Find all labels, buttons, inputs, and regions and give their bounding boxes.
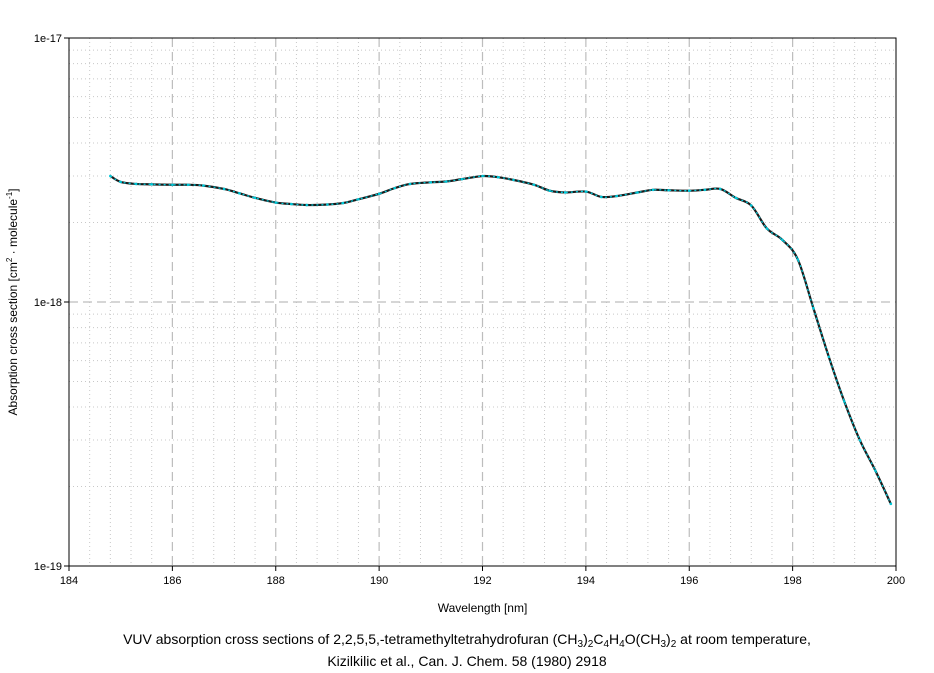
- data-point: [496, 175, 500, 179]
- data-point: [460, 177, 464, 181]
- y-tick-label: 1e-17: [34, 33, 62, 45]
- data-point: [548, 189, 551, 192]
- data-point: [765, 227, 769, 230]
- data-point: [780, 238, 784, 242]
- data-point: [827, 355, 831, 359]
- data-point: [186, 183, 190, 187]
- data-point: [718, 187, 722, 191]
- data-point: [357, 197, 360, 201]
- data-point: [532, 183, 536, 187]
- data-point: [202, 184, 205, 187]
- data-point: [667, 188, 670, 192]
- data-point: [512, 178, 515, 182]
- data-point: [238, 192, 241, 195]
- data-point: [119, 180, 122, 184]
- data-point: [749, 204, 753, 207]
- chart: 184 186 188 190 192 194 196 198 200 1e-19 1e-18 1e-…: [5, 33, 905, 615]
- data-point: [289, 202, 293, 206]
- data-point: [734, 196, 738, 200]
- x-tick-label: 194: [577, 575, 595, 587]
- grid: [69, 38, 896, 566]
- data-point: [134, 182, 138, 186]
- axis-ticks: 184 186 188 190 192 194 196 198 200 1e-19 1e-18 1e-…: [34, 33, 905, 587]
- data-point: [687, 189, 691, 192]
- data-point: [305, 203, 309, 207]
- x-tick-label: 198: [783, 575, 801, 587]
- x-tick-label: 186: [163, 575, 181, 587]
- caption-line-2: Kizilkilic et al., Can. J. Chem. 58 (198…: [327, 653, 607, 669]
- data-point: [636, 191, 639, 194]
- data-point: [812, 306, 815, 310]
- data-point: [408, 182, 412, 186]
- data-point: [222, 187, 226, 191]
- data-point: [600, 195, 603, 199]
- data-point: [796, 258, 800, 261]
- data-point: [150, 183, 153, 186]
- data-point: [341, 201, 345, 205]
- data-point: [326, 203, 329, 206]
- x-tick-label: 184: [60, 575, 78, 587]
- x-tick-label: 200: [887, 575, 905, 587]
- data-point: [843, 400, 846, 403]
- data-point: [253, 196, 257, 200]
- y-tick-label: 1e-18: [34, 297, 62, 309]
- data-point: [171, 183, 174, 187]
- data-point: [584, 190, 588, 193]
- caption-line-1: VUV absorption cross sections of 2,2,5,5…: [123, 631, 811, 650]
- series-group: [109, 174, 893, 506]
- data-point: [429, 181, 433, 184]
- data-point: [445, 180, 448, 183]
- x-tick-label: 190: [370, 575, 388, 587]
- x-tick-label: 188: [267, 575, 285, 587]
- y-axis-label: Absorption cross section [cm2 · molecule…: [5, 188, 20, 415]
- data-point: [703, 188, 707, 192]
- data-point: [615, 194, 619, 198]
- x-tick-label: 196: [680, 575, 698, 587]
- y-tick-label: 1e-19: [34, 561, 62, 573]
- data-point: [889, 502, 893, 506]
- x-axis-label: Wavelength [nm]: [438, 601, 528, 615]
- data-point: [651, 188, 655, 192]
- data-point: [874, 469, 877, 472]
- data-point: [563, 191, 567, 194]
- x-tick-label: 192: [473, 575, 491, 587]
- series-line-overlay: [110, 175, 892, 505]
- data-point: [109, 174, 112, 178]
- data-point: [481, 174, 484, 178]
- data-point: [393, 186, 396, 190]
- data-point: [377, 192, 381, 196]
- data-point: [858, 438, 862, 442]
- data-point: [274, 201, 278, 204]
